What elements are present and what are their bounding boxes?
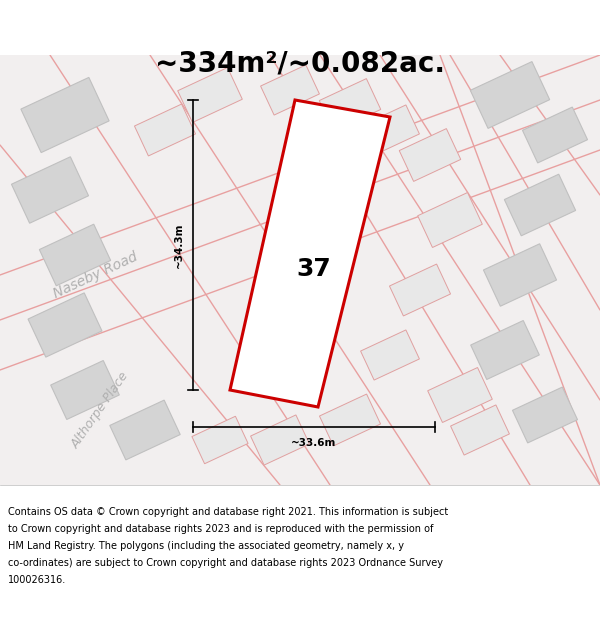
Text: ~34.3m: ~34.3m bbox=[174, 222, 184, 268]
Polygon shape bbox=[523, 107, 587, 163]
Polygon shape bbox=[178, 68, 242, 122]
Polygon shape bbox=[134, 104, 196, 156]
Polygon shape bbox=[230, 100, 390, 407]
Text: HM Land Registry. The polygons (including the associated geometry, namely x, y: HM Land Registry. The polygons (includin… bbox=[8, 541, 404, 551]
Polygon shape bbox=[470, 62, 550, 128]
Polygon shape bbox=[192, 416, 248, 464]
Polygon shape bbox=[361, 330, 419, 380]
Text: 100026316.: 100026316. bbox=[8, 575, 66, 585]
Polygon shape bbox=[319, 394, 380, 446]
Polygon shape bbox=[251, 415, 310, 465]
Text: Contains OS data © Crown copyright and database right 2021. This information is : Contains OS data © Crown copyright and d… bbox=[8, 507, 448, 517]
Polygon shape bbox=[40, 224, 110, 286]
Polygon shape bbox=[11, 157, 89, 223]
Polygon shape bbox=[0, 55, 600, 485]
Polygon shape bbox=[28, 293, 102, 357]
Polygon shape bbox=[399, 129, 461, 181]
Polygon shape bbox=[319, 79, 381, 131]
Text: ~334m²/~0.082ac.: ~334m²/~0.082ac. bbox=[155, 49, 445, 77]
Polygon shape bbox=[389, 264, 451, 316]
Text: co-ordinates) are subject to Crown copyright and database rights 2023 Ordnance S: co-ordinates) are subject to Crown copyr… bbox=[8, 558, 443, 568]
Text: Naseby Road: Naseby Road bbox=[50, 249, 139, 301]
Polygon shape bbox=[428, 368, 493, 423]
Text: to Crown copyright and database rights 2023 and is reproduced with the permissio: to Crown copyright and database rights 2… bbox=[8, 524, 433, 534]
Text: Althorpe Place: Althorpe Place bbox=[69, 369, 131, 451]
Text: 37, NASEBY ROAD, KETTERING, NN16 0LQ: 37, NASEBY ROAD, KETTERING, NN16 0LQ bbox=[154, 96, 446, 109]
Polygon shape bbox=[451, 405, 509, 455]
Text: Map shows position and indicative extent of the property.: Map shows position and indicative extent… bbox=[140, 119, 460, 129]
Polygon shape bbox=[418, 192, 482, 248]
Polygon shape bbox=[470, 321, 539, 379]
Polygon shape bbox=[260, 65, 319, 115]
Polygon shape bbox=[512, 387, 578, 443]
Polygon shape bbox=[361, 105, 419, 155]
Polygon shape bbox=[505, 174, 575, 236]
Polygon shape bbox=[110, 400, 180, 460]
Text: ~33.6m: ~33.6m bbox=[292, 438, 337, 448]
Polygon shape bbox=[21, 78, 109, 152]
Polygon shape bbox=[50, 361, 119, 419]
Text: 37: 37 bbox=[296, 256, 331, 281]
Polygon shape bbox=[484, 244, 557, 306]
